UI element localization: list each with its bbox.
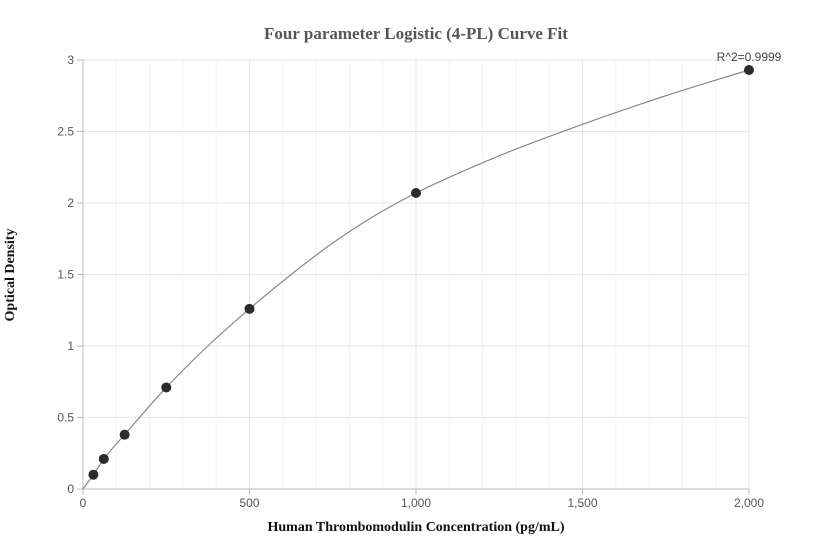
x-tick-label: 500 bbox=[239, 496, 259, 510]
y-tick-label: 2.5 bbox=[57, 125, 74, 139]
data-points bbox=[88, 65, 754, 480]
data-point bbox=[744, 65, 754, 76]
r-squared-annotation: R^2=0.9999 bbox=[717, 50, 782, 64]
x-axis-label: Human Thrombomodulin Concentration (pg/m… bbox=[267, 520, 564, 535]
data-point bbox=[244, 303, 255, 314]
grid bbox=[83, 59, 750, 489]
data-point bbox=[88, 469, 99, 480]
x-tick-label: 0 bbox=[80, 496, 87, 510]
data-point bbox=[119, 429, 130, 440]
data-point bbox=[411, 187, 421, 198]
y-tick-label: 1.5 bbox=[57, 268, 74, 282]
x-tick-label: 1,000 bbox=[401, 496, 431, 510]
data-point bbox=[161, 382, 172, 393]
fit-curve-layer bbox=[82, 69, 750, 490]
chart-title: Four parameter Logistic (4-PL) Curve Fit bbox=[264, 24, 568, 43]
data-point bbox=[98, 453, 109, 464]
x-tick-label: 1,500 bbox=[567, 496, 597, 510]
y-tick-label: 1 bbox=[67, 339, 74, 353]
y-tick-label: 3 bbox=[67, 53, 74, 67]
axes: 0 0.5 1 1.5 2 2.5 3 0 500 1,000 1,500 2,000 bbox=[57, 53, 764, 510]
y-tick-label: 0 bbox=[67, 482, 74, 496]
y-tick-label: 2 bbox=[67, 196, 74, 210]
y-axis-label: Optical Density bbox=[3, 229, 18, 322]
y-tick-label: 0.5 bbox=[57, 411, 74, 425]
x-tick-label: 2,000 bbox=[734, 496, 764, 510]
fit-curve bbox=[82, 69, 750, 490]
